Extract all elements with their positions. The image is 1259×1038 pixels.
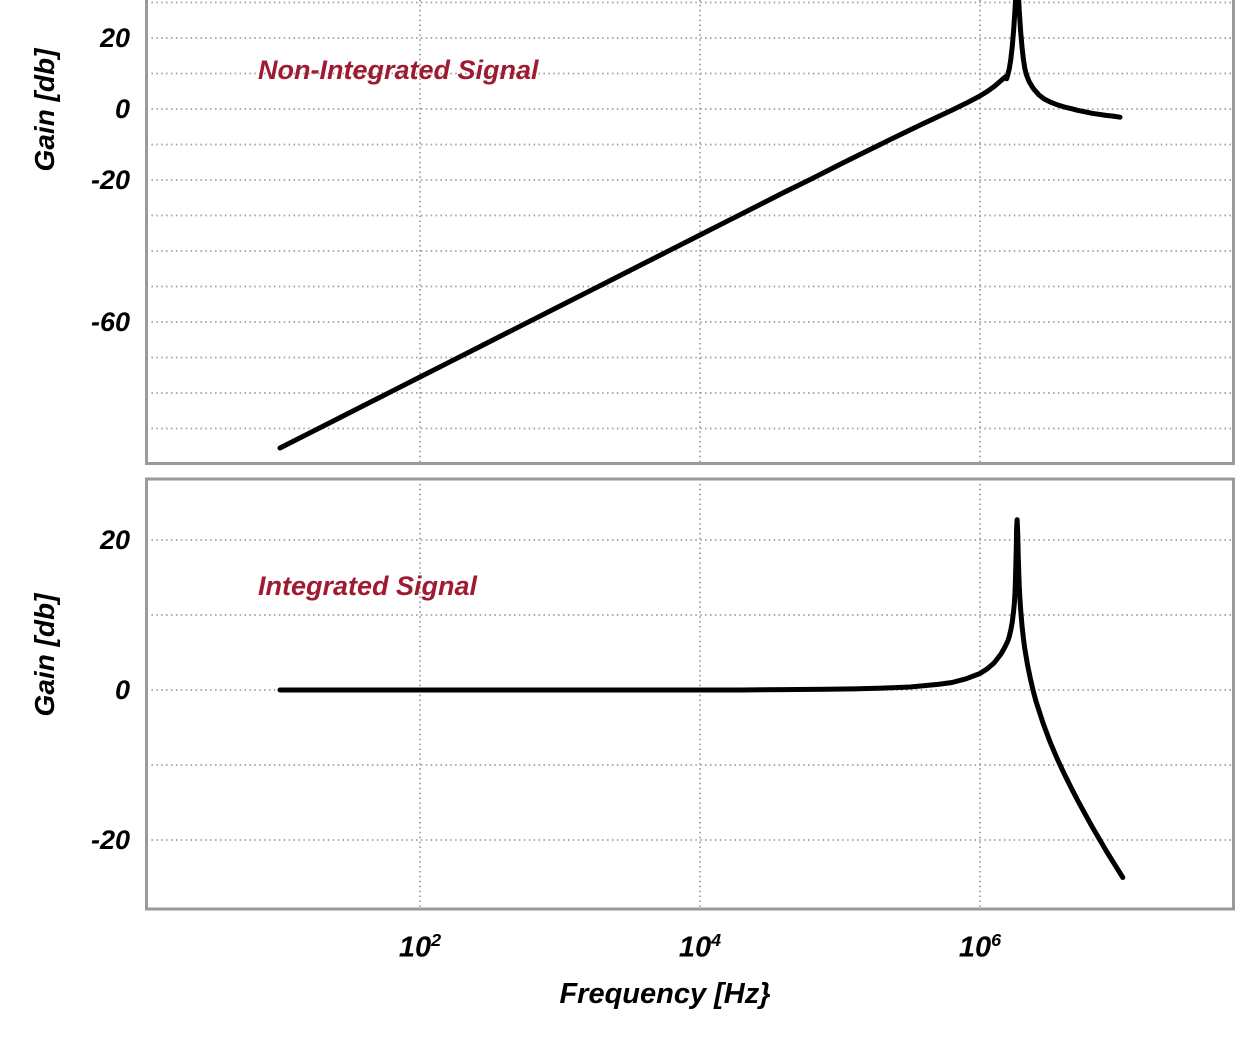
ytick-bottom-20: 20 — [99, 525, 130, 555]
annotation-non-integrated: Non-Integrated Signal — [258, 55, 539, 85]
xtick-base: 10 — [958, 931, 992, 964]
ytick-top-20: 20 — [99, 23, 130, 53]
gain-curve — [277, 0, 1123, 451]
ytick-bottom-0: 0 — [114, 675, 130, 705]
ytick-top-neg20: -20 — [90, 165, 130, 195]
xtick-exponent: 6 — [991, 930, 1002, 950]
xtick-exponent: 2 — [431, 930, 442, 950]
xtick-base: 10 — [398, 931, 432, 964]
ytick-top-neg60: -60 — [90, 307, 130, 337]
ytick-bottom-neg20: -20 — [90, 825, 130, 855]
ytick-top-0: 0 — [114, 94, 130, 124]
annotation-integrated: Integrated Signal — [258, 571, 478, 601]
non-integrated-plot — [145, 0, 1235, 465]
y-axis-label-bottom: Gain [db] — [29, 593, 60, 717]
x-axis-label: Frequency [Hz} — [559, 978, 771, 1010]
xtick-10e6: 106 — [920, 930, 1040, 965]
xtick-10e2: 102 — [360, 930, 480, 965]
y-axis-label-top: Gain [db] — [29, 48, 60, 172]
xtick-exponent: 4 — [711, 930, 722, 950]
xtick-base: 10 — [678, 931, 712, 964]
integrated-plot — [145, 477, 1235, 911]
gain-curve — [277, 517, 1126, 880]
xtick-10e4: 104 — [640, 930, 760, 965]
